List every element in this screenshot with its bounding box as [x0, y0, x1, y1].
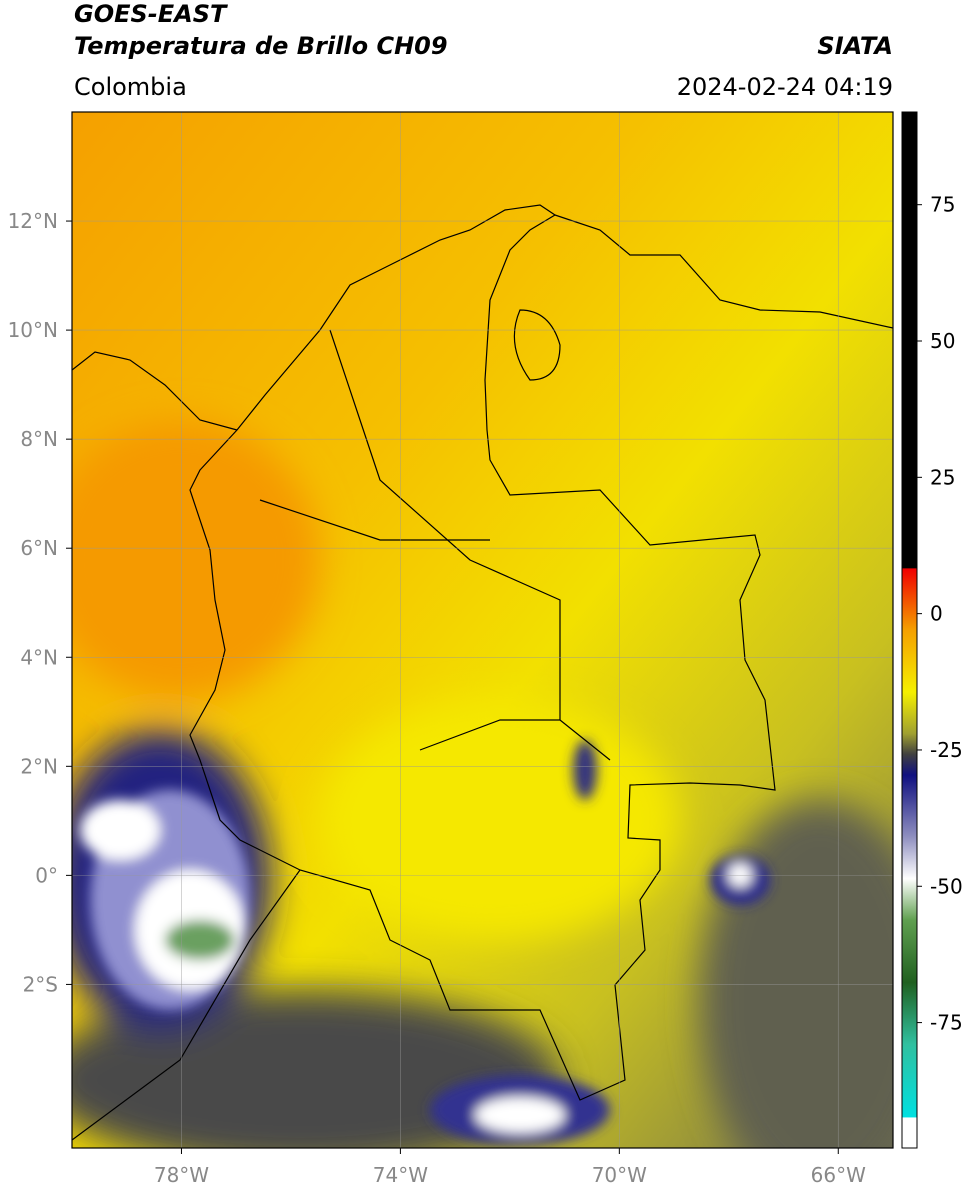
y-tick-label: 0°	[35, 863, 58, 887]
satellite-image	[72, 112, 893, 1148]
y-tick-label: 2°S	[23, 972, 58, 996]
colorbar-label: 25	[930, 465, 955, 489]
colorbar-label: -50	[930, 874, 963, 898]
map-frame	[71, 111, 894, 1149]
x-tick-label: 70°W	[592, 1163, 647, 1187]
y-tick-label: 6°N	[20, 536, 58, 560]
y-tick-label: 4°N	[20, 645, 58, 669]
y-tick-label: 8°N	[20, 427, 58, 451]
colorbar-label: 0	[930, 602, 943, 626]
colorbar	[901, 111, 918, 1149]
subtitle: Temperatura de Brillo CH09	[74, 32, 448, 60]
colorbar-label: -25	[930, 738, 963, 762]
title: GOES-EAST	[74, 0, 228, 28]
source: SIATA	[817, 32, 893, 60]
x-tick-label: 78°W	[154, 1163, 209, 1187]
y-tick-label: 2°N	[20, 754, 58, 778]
colorbar-label: 75	[930, 193, 955, 217]
x-tick-label: 66°W	[811, 1163, 866, 1187]
colorbar-label: -75	[930, 1011, 963, 1035]
y-tick-label: 12°N	[8, 209, 58, 233]
x-tick-label: 74°W	[373, 1163, 428, 1187]
y-tick-label: 10°N	[8, 318, 58, 342]
region: Colombia	[74, 73, 187, 101]
colorbar-label: 50	[930, 329, 955, 353]
datetime: 2024-02-24 04:19	[677, 73, 893, 101]
